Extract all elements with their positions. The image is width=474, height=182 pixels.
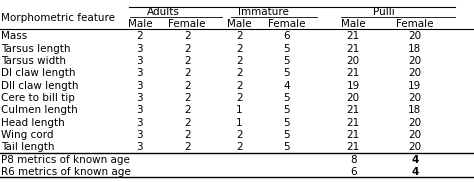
Text: 2: 2 <box>184 44 191 54</box>
Text: 3: 3 <box>137 81 143 91</box>
Text: 21: 21 <box>346 105 360 115</box>
Text: 5: 5 <box>283 130 290 140</box>
Text: P8 metrics of known age: P8 metrics of known age <box>1 155 130 165</box>
Text: 3: 3 <box>137 56 143 66</box>
Text: 5: 5 <box>283 143 290 153</box>
Text: 2: 2 <box>184 81 191 91</box>
Text: 5: 5 <box>283 44 290 54</box>
Text: 2: 2 <box>184 130 191 140</box>
Text: Tarsus width: Tarsus width <box>1 56 66 66</box>
Text: 2: 2 <box>236 130 243 140</box>
Text: R6 metrics of known age: R6 metrics of known age <box>1 167 131 177</box>
Text: 2: 2 <box>236 44 243 54</box>
Text: 20: 20 <box>408 118 421 128</box>
Text: 20: 20 <box>408 56 421 66</box>
Text: 2: 2 <box>184 93 191 103</box>
Text: 8: 8 <box>350 155 356 165</box>
Text: Culmen length: Culmen length <box>1 105 78 115</box>
Text: 20: 20 <box>408 143 421 153</box>
Text: Wing cord: Wing cord <box>1 130 54 140</box>
Text: 3: 3 <box>137 118 143 128</box>
Text: 2: 2 <box>236 93 243 103</box>
Text: 18: 18 <box>408 105 421 115</box>
Text: Male: Male <box>341 19 365 29</box>
Text: Morphometric feature: Morphometric feature <box>1 13 115 23</box>
Text: 21: 21 <box>346 118 360 128</box>
Text: 2: 2 <box>184 105 191 115</box>
Text: 20: 20 <box>346 93 360 103</box>
Text: 4: 4 <box>283 81 290 91</box>
Text: 2: 2 <box>184 31 191 41</box>
Text: 2: 2 <box>184 143 191 153</box>
Text: 2: 2 <box>236 81 243 91</box>
Text: 18: 18 <box>408 44 421 54</box>
Text: Head length: Head length <box>1 118 64 128</box>
Text: 6: 6 <box>350 167 356 177</box>
Text: 6: 6 <box>283 31 290 41</box>
Text: 20: 20 <box>408 130 421 140</box>
Text: 3: 3 <box>137 143 143 153</box>
Text: 3: 3 <box>137 68 143 78</box>
Text: Male: Male <box>128 19 152 29</box>
Text: 5: 5 <box>283 118 290 128</box>
Text: 2: 2 <box>184 56 191 66</box>
Text: Female: Female <box>168 19 206 29</box>
Text: 2: 2 <box>184 118 191 128</box>
Text: 19: 19 <box>408 81 421 91</box>
Text: Immature: Immature <box>237 7 289 17</box>
Text: 20: 20 <box>346 56 360 66</box>
Text: 4: 4 <box>411 155 419 165</box>
Text: Male: Male <box>227 19 252 29</box>
Text: 21: 21 <box>346 68 360 78</box>
Text: 19: 19 <box>346 81 360 91</box>
Text: Female: Female <box>268 19 306 29</box>
Text: 4: 4 <box>411 167 419 177</box>
Text: Adults: Adults <box>147 7 180 17</box>
Text: 21: 21 <box>346 44 360 54</box>
Text: 20: 20 <box>408 68 421 78</box>
Text: 2: 2 <box>137 31 143 41</box>
Text: 21: 21 <box>346 31 360 41</box>
Text: 3: 3 <box>137 44 143 54</box>
Text: 2: 2 <box>236 56 243 66</box>
Text: 2: 2 <box>236 143 243 153</box>
Text: 3: 3 <box>137 93 143 103</box>
Text: 5: 5 <box>283 105 290 115</box>
Text: Tarsus length: Tarsus length <box>1 44 71 54</box>
Text: 5: 5 <box>283 68 290 78</box>
Text: DII claw length: DII claw length <box>1 81 79 91</box>
Text: 21: 21 <box>346 143 360 153</box>
Text: 2: 2 <box>184 68 191 78</box>
Text: Pulli: Pulli <box>373 7 395 17</box>
Text: 20: 20 <box>408 93 421 103</box>
Text: 5: 5 <box>283 93 290 103</box>
Text: 3: 3 <box>137 130 143 140</box>
Text: Female: Female <box>396 19 434 29</box>
Text: Mass: Mass <box>1 31 27 41</box>
Text: 1: 1 <box>236 118 243 128</box>
Text: 21: 21 <box>346 130 360 140</box>
Text: 20: 20 <box>408 31 421 41</box>
Text: Cere to bill tip: Cere to bill tip <box>1 93 75 103</box>
Text: 2: 2 <box>236 31 243 41</box>
Text: DI claw length: DI claw length <box>1 68 75 78</box>
Text: Tail length: Tail length <box>1 143 55 153</box>
Text: 2: 2 <box>236 68 243 78</box>
Text: 1: 1 <box>236 105 243 115</box>
Text: 5: 5 <box>283 56 290 66</box>
Text: 3: 3 <box>137 105 143 115</box>
